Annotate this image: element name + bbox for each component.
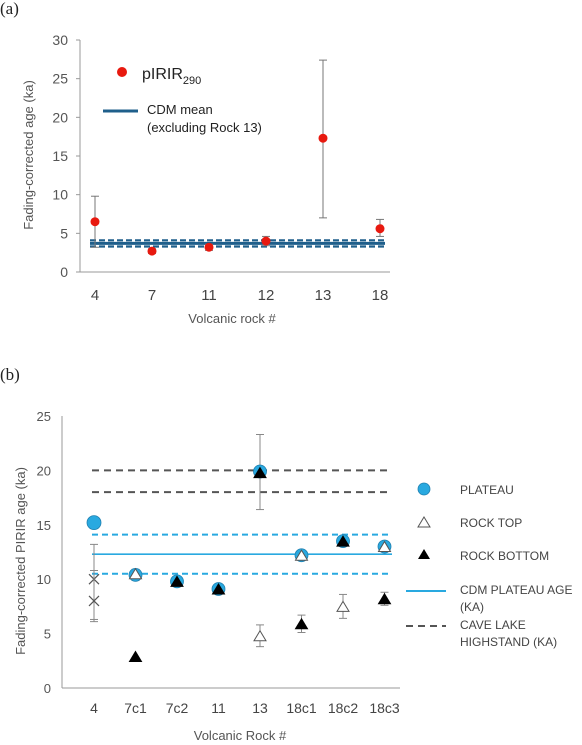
panel-b-rock-bottom-point bbox=[128, 650, 143, 662]
legend-cdm-plateau-label: CDM PLATEAU AGE bbox=[460, 583, 572, 597]
panel-a-ylabel: Fading-corrected age (ka) bbox=[21, 80, 36, 230]
panel-b-rock-bottom-point bbox=[294, 617, 309, 630]
panel-b-y-tick-label: 0 bbox=[44, 681, 51, 696]
legend-cave-lake-label-line2: HIGHSTAND (KA) bbox=[460, 635, 557, 649]
panel-a-point bbox=[261, 236, 271, 246]
panel-a-chart: 0 5 10 15 20 25 30 4 7 11 12 13 18 bbox=[52, 32, 390, 304]
panel-a-y-tick-label: 5 bbox=[60, 225, 68, 241]
panel-a-x-tick-label: 12 bbox=[258, 287, 275, 304]
panel-b-rock-bottom-point bbox=[377, 592, 392, 605]
legend-plateau-marker bbox=[417, 482, 431, 496]
panel-b-cross-point bbox=[88, 595, 100, 607]
legend-plateau-label: PLATEAU bbox=[460, 483, 514, 497]
panel-a-y-tick-label: 25 bbox=[52, 71, 68, 87]
panel-b-y-tick-label: 5 bbox=[44, 627, 51, 642]
panel-a-y-tick-label: 15 bbox=[52, 148, 68, 164]
legend-rock-bottom-marker bbox=[418, 549, 430, 559]
legend-rock-top-label: ROCK TOP bbox=[460, 516, 522, 530]
panel-b-x-tick-label: 18c3 bbox=[369, 700, 400, 716]
legend-cdm-label-line2: (excluding Rock 13) bbox=[147, 120, 262, 135]
legend-rock-top-marker bbox=[417, 516, 431, 528]
panel-a-y-tick-label: 0 bbox=[60, 264, 68, 280]
panel-a-point bbox=[375, 224, 385, 234]
panel-b-chart: 0 5 10 15 20 25 4 7c1 7c2 11 13 18c1 18c2 18c3 bbox=[37, 409, 400, 716]
panel-b-y-tick-label: 10 bbox=[37, 572, 51, 587]
legend-cdm-label: CDM mean bbox=[147, 102, 213, 117]
panel-b-x-tick-label: 7c2 bbox=[166, 700, 189, 716]
legend-cdm-plateau-label-line2: (KA) bbox=[460, 600, 484, 614]
panel-b-x-tick-label: 18c2 bbox=[328, 700, 359, 716]
panel-b-rock-bottom-point bbox=[253, 466, 267, 479]
panel-b-legend: PLATEAU ROCK TOP ROCK BOTTOM CDM PLATEAU… bbox=[406, 482, 572, 649]
panel-b-rock-top-point bbox=[253, 629, 267, 642]
panel-a-legend: pIRIR290 CDM mean (excluding Rock 13) bbox=[103, 66, 262, 135]
legend-pirir-marker bbox=[117, 67, 127, 77]
panel-a-x-tick-label: 18 bbox=[372, 287, 389, 304]
panel-a-point bbox=[318, 133, 328, 143]
panel-b-x-tick-label: 13 bbox=[252, 700, 268, 716]
panel-b-ylabel: Fading-corrected PIRIR age (ka) bbox=[13, 467, 28, 655]
panel-b-xlabel: Volcanic Rock # bbox=[194, 728, 287, 743]
panel-b-y-tick-label: 25 bbox=[37, 409, 51, 424]
panel-a-x-tick-label: 7 bbox=[148, 287, 156, 304]
panel-a-xlabel: Volcanic rock # bbox=[188, 311, 276, 326]
panel-b-rock-top-point bbox=[336, 600, 350, 612]
panel-a-x-tick-label: 11 bbox=[201, 287, 217, 304]
panel-b-x-tick-label: 4 bbox=[90, 700, 98, 716]
panel-b-rock-bottom-point bbox=[211, 583, 226, 595]
panel-a-y-tick-label: 10 bbox=[52, 187, 68, 203]
panel-b-rock-bottom-point bbox=[336, 535, 350, 547]
panel-a-y-tick-label: 30 bbox=[52, 32, 68, 48]
panel-b-y-tick-label: 15 bbox=[37, 518, 51, 533]
panel-b-rock-top-point bbox=[377, 540, 392, 553]
panel-a-label: (a) bbox=[0, 0, 19, 18]
panel-b-x-tick-label: 7c1 bbox=[124, 700, 147, 716]
legend-rock-bottom-label: ROCK BOTTOM bbox=[460, 549, 549, 563]
panel-a-x-tick-label: 13 bbox=[315, 287, 332, 304]
panel-a-point bbox=[90, 217, 100, 227]
legend-cave-lake-label: CAVE LAKE bbox=[460, 618, 526, 632]
panel-b-y-tick-label: 20 bbox=[37, 463, 51, 478]
panel-b-plateau-point bbox=[86, 515, 102, 531]
panel-a-point bbox=[204, 242, 214, 252]
legend-pirir-label: pIRIR290 bbox=[142, 66, 201, 87]
panel-b-label: (b) bbox=[0, 365, 20, 384]
panel-a-y-tick-label: 20 bbox=[52, 109, 68, 125]
panel-a-x-tick-label: 4 bbox=[91, 287, 99, 304]
panel-b-rock-bottom-point bbox=[170, 575, 184, 587]
panel-b-x-tick-label: 11 bbox=[211, 700, 226, 716]
panel-b-rock-top-point bbox=[128, 567, 143, 580]
panel-b-rock-top-point bbox=[294, 549, 309, 561]
panel-b-x-tick-label: 18c1 bbox=[286, 700, 317, 716]
panel-a-point bbox=[147, 246, 157, 256]
